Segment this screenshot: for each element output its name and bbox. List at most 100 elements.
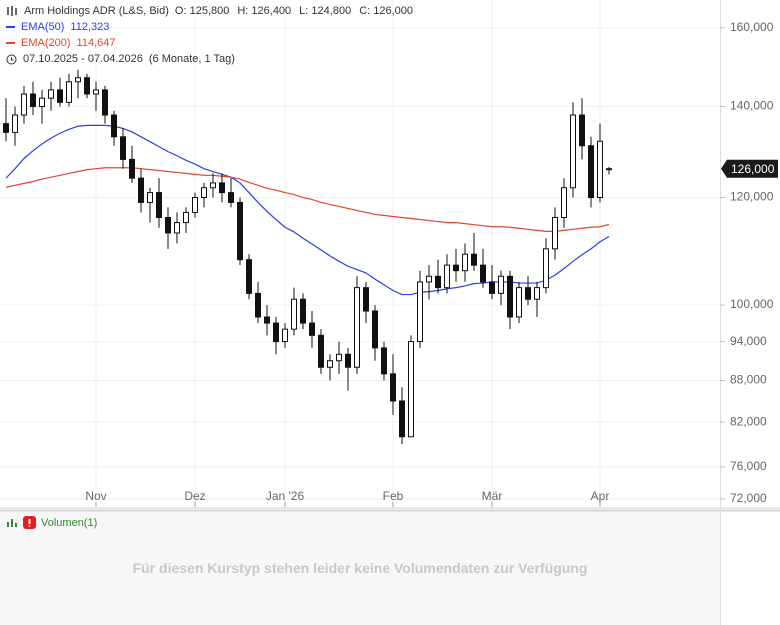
candle-body [336,353,342,362]
candle-body [543,248,549,289]
candle-body [372,310,378,349]
candle-body [228,192,234,203]
x-tick-label: Mär [482,489,503,503]
candle-body [201,187,207,198]
x-tick-label: Feb [383,489,404,503]
y-tick-label: 82,000 [730,414,767,428]
clock-icon [6,54,17,64]
candle-body [561,187,567,218]
warning-icon[interactable] [23,516,36,529]
legend-value: 112,323 [70,21,110,33]
y-tick-label: 88,000 [730,373,767,387]
candle-body [327,360,333,368]
header: Arm Holdings ADR (L&S, Bid) O: 125,800 H:… [6,5,413,17]
candle-body [84,77,90,95]
price-tag [721,159,778,178]
legend-label: EMA(50) [21,21,65,33]
candle-body [480,264,486,283]
candle-body [534,287,540,300]
candle-body [390,373,396,402]
candle-body [408,341,414,438]
y-tick-label: 94,000 [730,334,767,348]
chart-icon [7,6,17,16]
y-tick-label: 76,000 [730,459,767,473]
candle-body [309,322,315,336]
y-tick-label: 72,000 [730,491,767,505]
candle-body [273,322,279,343]
candle-body [12,114,18,133]
ohlc-label: C: [359,5,371,17]
candle-body [282,328,288,343]
ohlc-label: O: [174,5,187,17]
date-range: 07.10.2025 - 07.04.2026 (6 Monate, 1 Tag… [6,53,235,65]
candle-body [165,216,171,234]
candle-body [66,81,72,103]
instrument: Arm Holdings ADR (L&S, Bid) [24,5,169,17]
candle-body [489,281,495,294]
candle-body [93,89,99,95]
ohlc-value: 124,800 [311,5,352,17]
ohlc-item: O: 125,800 [175,5,229,17]
candle-body [3,123,9,133]
volume-panel-bg [0,511,720,625]
volume-header: Volumen(1) [6,516,97,529]
candle-body [597,140,603,198]
candle-body [516,287,522,318]
candle-body [111,114,117,138]
ohlc: O: 125,800 H: 126,400 L: 124,800 C: 126,000 [175,5,413,17]
candle-body [579,114,585,147]
candle-body [318,334,324,368]
candle-body [426,275,432,283]
candle-body [57,89,63,103]
candle-body [570,114,576,189]
candle-body [210,182,216,189]
candle-body [156,192,162,218]
period: (6 Monate, 1 Tag) [148,53,235,65]
candle-body [354,287,360,368]
ohlc-item: C: 126,000 [359,5,413,17]
ohlc-value: 126,400 [251,5,292,17]
ohlc-value: 126,000 [373,5,414,17]
candle-body [219,182,225,194]
candle-body [417,281,423,343]
candle-body [291,298,297,330]
candle-body [129,158,135,179]
candle-body [606,168,612,171]
candle-body [174,222,180,234]
ohlc-item: L: 124,800 [299,5,351,17]
volume-title: Volumen(1) [41,516,98,529]
ema-line [5,167,610,232]
candle-body [138,177,144,203]
y-tick-label: 140,000 [730,99,774,113]
candle-body [363,287,369,312]
candle-body [444,264,450,289]
candle-body [381,347,387,375]
candle-body [21,93,27,116]
candle-body [192,196,198,213]
candle-body [237,201,243,261]
candle-body [30,93,36,108]
candle-body [462,253,468,272]
x-tick-label: Dez [184,489,205,503]
ohlc-value: 125,800 [189,5,230,17]
ohlc-label: L: [299,5,309,17]
candle-body [39,97,45,108]
y-tick-label: 120,000 [730,190,774,204]
candle-body [246,259,252,294]
ohlc-item: H: 126,400 [237,5,291,17]
y-tick-label: 100,000 [730,297,774,311]
y-tick-label: 160,000 [730,20,774,34]
candle-body [120,136,126,160]
candle-body [264,316,270,324]
candle-body [183,211,189,224]
candle-body [345,353,351,368]
legend-label: EMA(200) [21,37,71,49]
ohlc-label: H: [237,5,249,17]
legend-value: 114,647 [76,37,116,49]
candle-body [102,89,108,116]
candle-body [552,216,558,250]
candle-body [300,298,306,324]
range: 07.10.2025 - 07.04.2026 [23,53,143,65]
